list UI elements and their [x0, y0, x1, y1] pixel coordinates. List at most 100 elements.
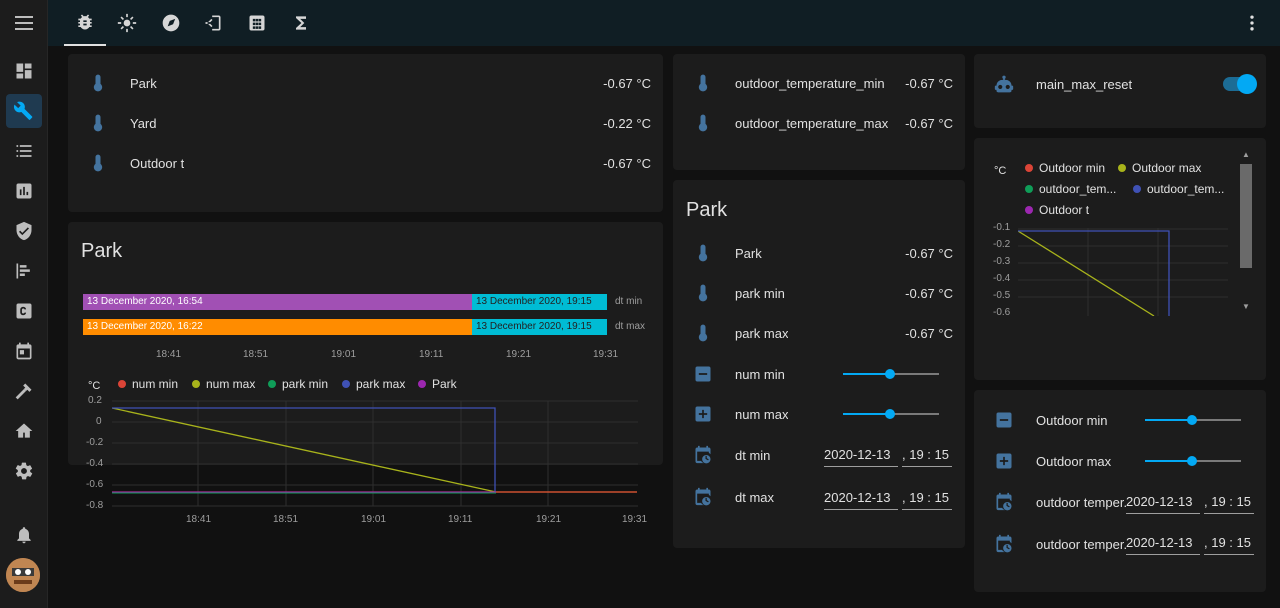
timeline-segment[interactable]: 13 December 2020, 19:15 [472, 319, 607, 335]
entity-name: outdoor_temperature_max [735, 115, 889, 131]
legend-item[interactable]: outdoor_tem... [1133, 182, 1224, 196]
dt-min-input[interactable]: 2020-12-13 , 19 : 15 [824, 447, 954, 469]
sidebar-item-developer-tools[interactable] [6, 94, 42, 128]
thermometer-icon [698, 284, 708, 302]
sidebar-item-hammer[interactable] [6, 374, 42, 408]
timeline-segment[interactable]: 13 December 2020, 19:15 [472, 294, 607, 310]
outdoor-max-slider[interactable] [1145, 451, 1241, 471]
tab-calculator[interactable] [236, 0, 278, 46]
scroll-down-icon[interactable]: ▼ [1242, 302, 1250, 311]
entity-row-park-min[interactable]: park min -0.67 °C [673, 273, 965, 313]
timeline-row-label: dt min [615, 296, 643, 307]
sidebar-item-overview[interactable] [6, 54, 42, 88]
time-field[interactable]: , 19 : 15 [1204, 535, 1254, 555]
sidebar [0, 0, 48, 608]
time-field[interactable]: , 19 : 15 [902, 490, 952, 510]
park-line-chart [112, 400, 638, 507]
entity-row-outdoor-t[interactable]: Outdoor t -0.67 °C [68, 143, 663, 183]
tab-login[interactable] [192, 0, 234, 46]
calendar-clock-icon [695, 445, 711, 464]
y-tick: -0.6 [86, 479, 104, 490]
card-title: Park [81, 240, 123, 262]
calendar-clock-icon [695, 487, 711, 506]
tab-weather[interactable] [106, 0, 148, 46]
date-field[interactable]: 2020-12-13 [824, 490, 898, 510]
tab-statistics[interactable] [280, 0, 322, 46]
thermometer-icon [698, 114, 708, 132]
entity-name: park max [735, 325, 789, 341]
entity-row-outdoor-max[interactable]: outdoor_temperature_max -0.67 °C [673, 103, 965, 143]
legend-item[interactable]: num max [192, 377, 255, 391]
y-tick: -0.4 [86, 458, 104, 469]
outdoor-min-slider[interactable] [1145, 410, 1241, 430]
sidebar-item-configurator[interactable] [6, 294, 42, 328]
entity-row-park-max[interactable]: park max -0.67 °C [673, 313, 965, 353]
y-tick: 0 [96, 416, 102, 427]
x-tick: 18:51 [273, 514, 299, 525]
legend-item[interactable]: Park [418, 377, 457, 391]
entity-name: outdoor temper... [1036, 494, 1126, 510]
entity-value: -0.67 °C [905, 245, 953, 261]
c-icon [16, 303, 32, 319]
park-history-card: Park [68, 222, 663, 465]
sidebar-item-notifications[interactable] [6, 518, 42, 552]
sidebar-item-logbook[interactable] [6, 134, 42, 168]
sidebar-item-timeline[interactable] [6, 254, 42, 288]
outdoor-dt-min-input[interactable]: 2020-12-13 , 19 : 15 [1126, 494, 1256, 516]
date-field[interactable]: 2020-12-13 [1126, 494, 1200, 514]
tab-compass[interactable] [150, 0, 192, 46]
y-tick: -0.5 [993, 290, 1011, 301]
entity-row-outdoor-min[interactable]: outdoor_temperature_min -0.67 °C [673, 63, 965, 103]
tab-debug[interactable] [64, 0, 106, 46]
num-max-slider[interactable] [843, 404, 939, 424]
sidebar-item-home[interactable] [6, 414, 42, 448]
scroll-thumb[interactable] [1240, 164, 1252, 268]
time-field[interactable]: , 19 : 15 [1204, 494, 1254, 514]
timeline-segment[interactable]: 13 December 2020, 16:54 [83, 294, 472, 310]
timeline-tick: 19:01 [331, 349, 357, 360]
entity-name: main_max_reset [1036, 76, 1133, 92]
sidebar-item-settings[interactable] [6, 454, 42, 488]
chart-scrollbar[interactable]: ▲ ▼ [1240, 150, 1252, 316]
legend-item[interactable]: Outdoor max [1118, 161, 1201, 175]
legend-item[interactable]: park min [268, 377, 328, 391]
y-tick: -0.2 [86, 437, 104, 448]
main-max-reset-toggle[interactable] [1223, 74, 1257, 94]
list-icon [16, 145, 32, 157]
entity-row-outdoor-max: Outdoor max [974, 441, 1266, 481]
dt-max-input[interactable]: 2020-12-13 , 19 : 15 [824, 490, 954, 512]
entity-row-dt-min: dt min [673, 435, 965, 475]
avatar[interactable] [6, 558, 40, 592]
legend-item[interactable]: Outdoor t [1025, 203, 1089, 217]
menu-button[interactable] [0, 0, 48, 46]
entity-row-yard[interactable]: Yard -0.22 °C [68, 103, 663, 143]
sidebar-item-calendar[interactable] [6, 334, 42, 368]
menu-icon [15, 16, 33, 30]
date-field[interactable]: 2020-12-13 [824, 447, 898, 467]
legend-item[interactable]: outdoor_tem... [1025, 182, 1116, 196]
user-avatar-icon [6, 558, 40, 592]
entity-row-park[interactable]: Park -0.67 °C [673, 233, 965, 273]
legend-item[interactable]: park max [342, 377, 405, 391]
sidebar-item-history[interactable] [6, 174, 42, 208]
outdoor-dt-max-input[interactable]: 2020-12-13 , 19 : 15 [1126, 535, 1256, 557]
legend-item[interactable]: Outdoor min [1025, 161, 1105, 175]
legend-item[interactable]: num min [118, 377, 178, 391]
num-min-slider[interactable] [843, 364, 939, 384]
timeline-segment[interactable]: 13 December 2020, 16:22 [83, 319, 472, 335]
more-vert-icon[interactable] [1242, 13, 1262, 33]
entity-name: Outdoor t [130, 155, 185, 171]
outdoor-history-card [974, 138, 1266, 380]
hammer-icon [15, 383, 32, 400]
entity-value: -0.67 °C [603, 155, 651, 171]
entity-row-park[interactable]: Park -0.67 °C [68, 63, 663, 103]
scroll-up-icon[interactable]: ▲ [1242, 150, 1250, 159]
sun-icon [117, 13, 137, 33]
entity-value: -0.67 °C [905, 75, 953, 91]
entity-value: -0.22 °C [603, 115, 651, 131]
date-field[interactable]: 2020-12-13 [1126, 535, 1200, 555]
time-field[interactable]: , 19 : 15 [902, 447, 952, 467]
thermometer-icon [93, 154, 103, 172]
y-tick: -0.8 [86, 500, 104, 511]
sidebar-item-security[interactable] [6, 214, 42, 248]
